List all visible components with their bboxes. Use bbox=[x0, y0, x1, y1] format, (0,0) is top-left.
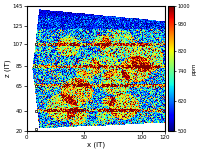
Y-axis label: ppm: ppm bbox=[191, 62, 196, 75]
Y-axis label: z (IT): z (IT) bbox=[4, 60, 11, 77]
X-axis label: x (IT): x (IT) bbox=[87, 141, 105, 148]
